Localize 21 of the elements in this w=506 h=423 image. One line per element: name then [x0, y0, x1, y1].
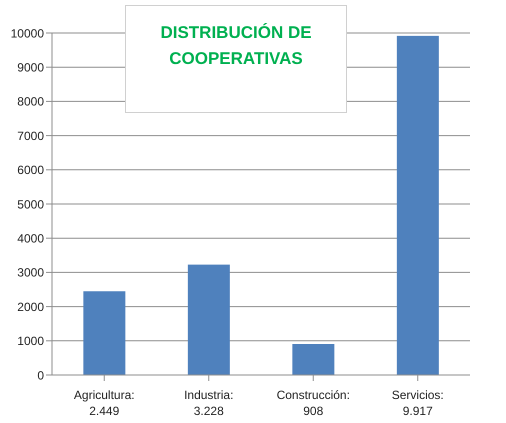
title-box: DISTRIBUCIÓN DE COOPERATIVAS — [125, 5, 347, 113]
y-tick-label: 2000 — [17, 300, 44, 314]
y-tick-label: 0 — [37, 368, 44, 382]
chart-title: DISTRIBUCIÓN DE COOPERATIVAS — [159, 22, 313, 70]
x-tick-label: Agricultura: 2.449 — [74, 388, 135, 418]
y-tick-label: 5000 — [17, 197, 44, 212]
y-tick-label: 1000 — [17, 334, 44, 348]
y-tick-label: 7000 — [17, 128, 44, 143]
y-tick-label: 4000 — [17, 231, 44, 246]
bar — [396, 36, 439, 375]
bar — [188, 264, 230, 375]
y-tick-label: 8000 — [17, 94, 44, 109]
y-tick-label: 6000 — [17, 163, 44, 178]
bar — [292, 344, 334, 375]
x-tick-label: Construcción: 908 — [276, 388, 350, 418]
y-tick-label: 9000 — [17, 60, 44, 74]
y-tick-label: 10000 — [10, 26, 44, 40]
x-tick-label: Servicios: 9.917 — [392, 388, 444, 418]
bar — [83, 291, 126, 375]
x-tick-label: Industria: 3.228 — [184, 388, 234, 418]
y-tick-label: 3000 — [17, 266, 44, 280]
